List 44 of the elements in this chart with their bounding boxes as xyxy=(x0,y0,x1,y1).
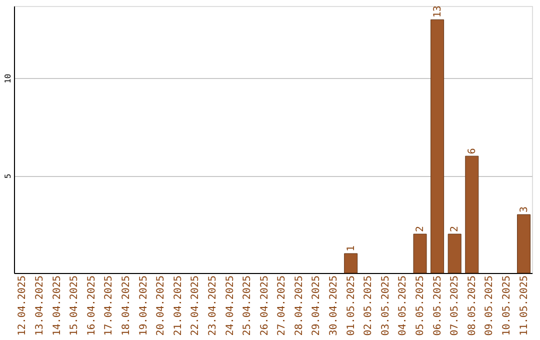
x-tick-label: 03.05.2025 xyxy=(380,276,392,336)
x-tick-label: 26.04.2025 xyxy=(259,276,270,336)
data-label: 2 xyxy=(415,226,426,232)
x-tick-label: 23.04.2025 xyxy=(207,276,218,336)
bar xyxy=(517,214,531,274)
bar xyxy=(465,156,479,274)
x-tick-label: 17.04.2025 xyxy=(104,276,115,336)
x-tick-label: 29.04.2025 xyxy=(311,276,322,336)
x-tick-label: 05.05.2025 xyxy=(415,276,426,336)
data-label: 1 xyxy=(346,245,357,252)
x-tick-label: 14.04.2025 xyxy=(52,276,63,336)
x-tick-label: 02.05.2025 xyxy=(363,276,374,336)
x-tick-label: 20.04.2025 xyxy=(156,276,167,336)
x-tick-label: 11.05.2025 xyxy=(518,276,530,336)
data-label: 6 xyxy=(466,148,478,154)
x-tick-label: 21.04.2025 xyxy=(172,276,184,336)
x-tick-label: 08.05.2025 xyxy=(466,276,478,336)
x-tick-label: 30.04.2025 xyxy=(328,276,340,336)
bar xyxy=(448,234,462,274)
x-tick-label: 09.05.2025 xyxy=(484,276,496,336)
bar xyxy=(430,19,444,274)
x-tick-label: 27.04.2025 xyxy=(276,276,288,336)
data-label: 3 xyxy=(518,206,530,213)
x-tick-label: 15.04.2025 xyxy=(69,276,80,336)
x-tick-label: 13.04.2025 xyxy=(34,276,46,336)
data-label: 2 xyxy=(450,226,461,232)
x-tick-label: 19.04.2025 xyxy=(138,276,150,336)
x-tick-label: 25.04.2025 xyxy=(242,276,254,336)
y-tick-label: 10 xyxy=(4,74,12,84)
x-tick-label: 18.04.2025 xyxy=(120,276,132,336)
data-label: 13 xyxy=(432,6,444,18)
x-tick-label: 22.04.2025 xyxy=(190,276,202,336)
x-tick-label: 16.04.2025 xyxy=(86,276,98,336)
x-tick-label: 28.04.2025 xyxy=(294,276,305,336)
x-tick-label: 01.05.2025 xyxy=(346,276,357,336)
x-tick-label: 12.04.2025 xyxy=(17,276,28,336)
bar xyxy=(344,253,358,274)
y-tick-label: 5 xyxy=(4,173,12,178)
bar xyxy=(413,234,427,274)
x-tick-label: 04.05.2025 xyxy=(398,276,409,336)
x-tick-label: 10.05.2025 xyxy=(501,276,512,336)
x-tick-label: 06.05.2025 xyxy=(432,276,444,336)
x-tick-label: 07.05.2025 xyxy=(450,276,461,336)
x-tick-label: 24.04.2025 xyxy=(224,276,236,336)
